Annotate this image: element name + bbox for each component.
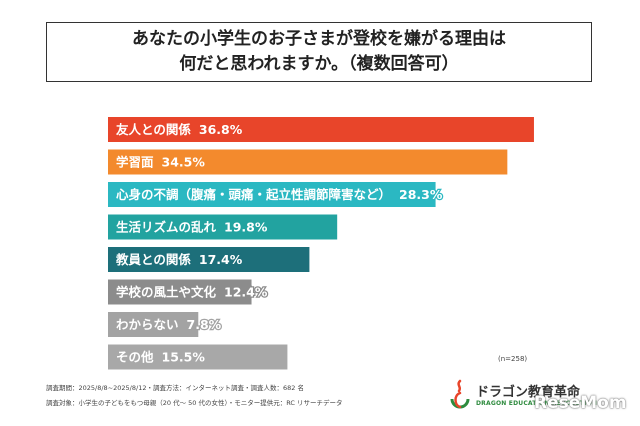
bar-label-3: 心身の不調（腹痛・頭痛・起立性調節障害など） 28.3%	[116, 187, 443, 202]
bar-label-7: わからない 7.8%	[116, 317, 222, 332]
bar-label-6: 学校の風土や文化 12.4%	[116, 285, 268, 300]
bar-label-5: 教員との関係 17.4%	[115, 252, 243, 267]
bar-1	[108, 117, 534, 142]
value-label: 36.8%	[199, 122, 243, 137]
category-label: 学習面	[116, 155, 154, 170]
value-label: 7.8%	[187, 317, 222, 332]
bar-2	[108, 149, 508, 175]
value-label: 17.4%	[199, 252, 243, 267]
logo-tagline: DRAGON EDUCATION REVOLUTION	[476, 400, 598, 407]
sample-size-note: (n=258)	[498, 355, 528, 363]
bar-7	[108, 312, 199, 337]
value-label: 15.5%	[162, 350, 206, 365]
bar-label-4: 生活リズムの乱れ 19.8%	[116, 220, 268, 235]
bar-8	[108, 344, 288, 370]
logo-name: ドラゴン教育革命	[476, 385, 581, 400]
bar-6	[108, 279, 252, 305]
chart-title-line-1: あなたの小学生のお子さまが登校を嫌がる理由は	[132, 29, 506, 49]
value-label: 34.5%	[162, 155, 206, 170]
value-label: 28.3%	[399, 187, 443, 202]
category-label: わからない	[116, 317, 179, 332]
survey-info-line-1: 調査期間：2025/8/8~2025/8/12・調査方法：インターネット調査・調…	[46, 384, 304, 392]
category-label: 心身の不調（腹痛・頭痛・起立性調節障害など）	[116, 187, 391, 202]
chart-title-box: あなたの小学生のお子さまが登校を嫌がる理由は 何だと思われますか。（複数回答可）	[46, 22, 592, 82]
value-label: 19.8%	[224, 220, 268, 235]
bar-4	[108, 214, 338, 240]
bar-3	[108, 182, 436, 207]
chart-title-line-2: 何だと思われますか。（複数回答可）	[179, 54, 459, 74]
category-label: その他	[116, 350, 154, 365]
bar-label-2: 学習面 34.5%	[116, 155, 205, 170]
bar-label-8: その他 15.5%	[116, 350, 205, 365]
category-label: 友人との関係	[115, 122, 191, 137]
category-label: 生活リズムの乱れ	[116, 220, 217, 235]
dragon-logo-icon	[450, 379, 470, 409]
bar-label-1: 友人との関係 36.8%	[115, 122, 243, 137]
value-label: 12.4%	[224, 285, 268, 300]
survey-info-line-2: 調査対象：小学生の子どもをもつ母親（20 代〜 50 代の女性）・モニター提供元…	[46, 399, 343, 407]
bar-5	[108, 247, 310, 272]
resemom-watermark: ReseMom	[534, 393, 627, 413]
category-label: 学校の風土や文化	[116, 285, 217, 300]
category-label: 教員との関係	[115, 252, 191, 267]
